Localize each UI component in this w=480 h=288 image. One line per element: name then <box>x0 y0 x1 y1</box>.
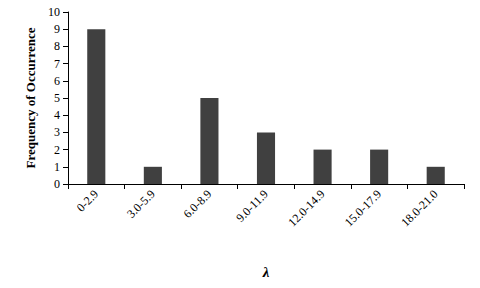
svg-text:10: 10 <box>48 5 60 19</box>
svg-text:λ: λ <box>262 264 270 280</box>
svg-text:2: 2 <box>54 143 60 157</box>
svg-text:4: 4 <box>54 108 60 122</box>
svg-text:9.0-11.9: 9.0-11.9 <box>233 187 271 225</box>
svg-text:9: 9 <box>54 22 60 36</box>
svg-text:3.0-5.9: 3.0-5.9 <box>124 187 158 221</box>
svg-text:Frequency of Occurrence: Frequency of Occurrence <box>23 27 38 168</box>
svg-text:6: 6 <box>54 74 60 88</box>
svg-text:3: 3 <box>54 125 60 139</box>
svg-text:0: 0 <box>54 177 60 191</box>
svg-text:0-2.9: 0-2.9 <box>74 187 102 215</box>
svg-text:1: 1 <box>54 160 60 174</box>
svg-text:12.0-14.9: 12.0-14.9 <box>285 187 327 229</box>
svg-text:8: 8 <box>54 39 60 53</box>
svg-text:15.0-17.9: 15.0-17.9 <box>342 187 384 229</box>
svg-text:18.0-21.0: 18.0-21.0 <box>398 187 440 229</box>
svg-text:7: 7 <box>54 57 60 71</box>
svg-text:5: 5 <box>54 91 60 105</box>
svg-text:6.0-8.9: 6.0-8.9 <box>180 187 214 221</box>
